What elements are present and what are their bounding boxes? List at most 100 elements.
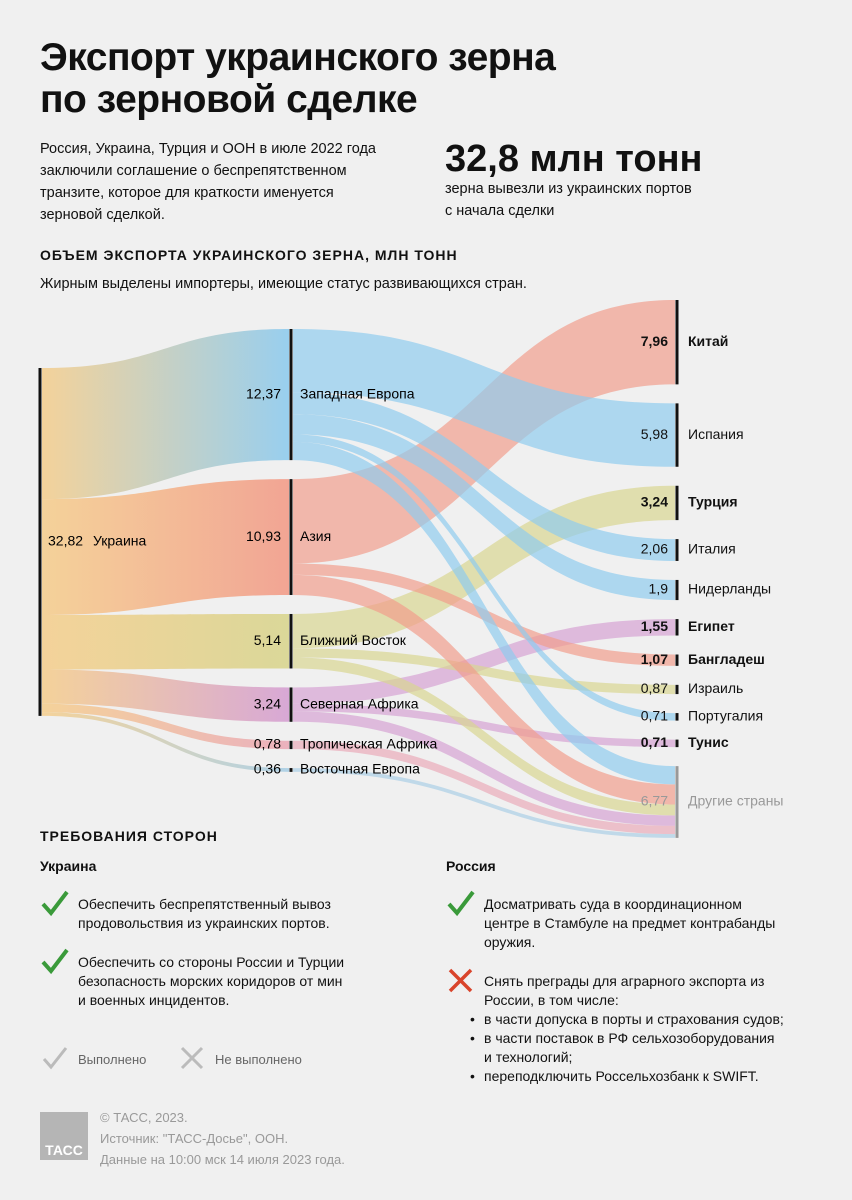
bullet: • (470, 1030, 475, 1046)
link (293, 392, 675, 561)
destination-bar (675, 619, 679, 636)
destination-name: Турция (688, 494, 738, 510)
source-bar (38, 368, 42, 716)
region-bar (289, 740, 293, 750)
destination-bar (675, 654, 679, 666)
party-heading: Украина (40, 858, 97, 874)
done-icon (41, 890, 69, 917)
requirement-text: России, в том числе: (484, 992, 619, 1008)
link (293, 434, 675, 721)
source-flow (42, 712, 289, 772)
sankey-chart: 32,82 Украина 12,37 Западная Европа 10,93 Ази… (38, 300, 784, 838)
link (293, 329, 675, 467)
requirement-text: центре в Стамбуле на предмет контрабанды (484, 915, 776, 931)
legend-not-done-icon (180, 1046, 204, 1070)
destination-value: 5,98 (641, 426, 668, 442)
region-name: Ближний Восток (300, 632, 407, 648)
destination-name: Португалия (688, 708, 763, 724)
requirement-text: Обеспечить со стороны России и Турции (78, 954, 345, 970)
region-name: Азия (300, 528, 331, 544)
bullet: • (470, 1011, 475, 1027)
destination-name: Испания (688, 426, 744, 442)
intro: транзите, которое для краткости именуетс… (40, 185, 334, 201)
requirement-text: безопасность морских коридоров от мин (78, 973, 343, 989)
destination-value: 3,24 (641, 494, 668, 510)
region-bar (289, 329, 293, 461)
intro: зерновой сделкой. (40, 207, 165, 223)
region-bar (289, 687, 293, 722)
destination-name: Китай (688, 333, 728, 349)
destination-name: Италия (688, 541, 736, 557)
source-flow (42, 669, 289, 722)
region-value: 5,14 (254, 632, 281, 648)
source-flow (42, 703, 289, 750)
chart-title: ОБЪЕМ ЭКСПОРТА УКРАИНСКОГО ЗЕРНА, МЛН ТО… (40, 247, 458, 263)
destination-value: 7,96 (641, 333, 668, 349)
destination-bar (675, 539, 679, 561)
bullet-text: в части поставок в РФ сельхозоборудовани… (484, 1030, 775, 1046)
region-bar (289, 613, 293, 669)
destination-value: 0,71 (641, 708, 668, 724)
region-name: Восточная Европа (300, 761, 420, 777)
requirement-text: Досматривать суда в координационном (484, 896, 742, 912)
destination-name: Израиль (688, 680, 743, 696)
bullet-text: и технологий; (484, 1049, 573, 1065)
link (293, 648, 675, 695)
destination-value: 6,77 (641, 793, 668, 809)
logo: ТАСС (40, 1112, 88, 1160)
region-value: 10,93 (246, 528, 281, 544)
destination-value: 1,07 (641, 651, 668, 667)
big-number-caption: с начала сделки (445, 203, 555, 219)
source-flow (42, 329, 289, 500)
destination-name: Нидерланды (688, 581, 771, 597)
legend-done-icon (42, 1047, 68, 1070)
region-value: 12,37 (246, 385, 281, 401)
link (293, 441, 675, 785)
footer-line: Источник: "ТАСС-Досье", ООН. (100, 1131, 289, 1146)
source-flow (42, 479, 289, 615)
region-value: 3,24 (254, 695, 281, 711)
bullet: • (470, 1068, 475, 1084)
destination-bar (675, 403, 679, 467)
source-flow (42, 613, 289, 670)
footer-line: Данные на 10:00 мск 14 июля 2023 года. (100, 1152, 345, 1167)
link (293, 768, 675, 838)
intro: Россия, Украина, Турция и ООН в июле 202… (40, 141, 376, 157)
requirement-text: и военных инцидентов. (78, 992, 230, 1008)
requirement-text: Обеспечить беспрепятственный вывоз (78, 896, 331, 912)
done-icon (41, 948, 69, 975)
requirement-text: оружия. (484, 934, 536, 950)
region-name: Западная Европа (300, 385, 415, 401)
destination-value: 0,71 (641, 734, 668, 750)
region-name: Тропическая Африка (300, 736, 438, 752)
requirement-text: Снять преграды для аграрного экспорта из (484, 973, 765, 989)
link (293, 657, 675, 816)
destination-bar (675, 579, 679, 601)
destination-name: Другие страны (688, 793, 784, 809)
destination-bar (675, 300, 679, 385)
section-title: ТРЕБОВАНИЯ СТОРОН (40, 828, 218, 844)
region-value: 0,78 (254, 736, 281, 752)
title: Экспорт украинского зерна (40, 36, 556, 79)
not-done-icon (448, 968, 473, 993)
big-number: 32,8 млн тонн (445, 138, 703, 180)
big-number-caption: зерна вывезли из украинских портов (445, 181, 692, 197)
link (293, 740, 675, 835)
region-bar (289, 768, 293, 772)
region-name: Северная Африка (300, 695, 419, 711)
legend-not-done: Не выполнено (215, 1052, 302, 1067)
link (293, 414, 675, 601)
destination-name: Бангладеш (688, 651, 765, 667)
party-heading: Россия (446, 858, 496, 874)
source-value: 32,82 (48, 533, 83, 549)
destination-bar (675, 713, 679, 721)
destination-value: 1,55 (641, 618, 668, 634)
destination-name: Тунис (688, 734, 729, 750)
link (293, 574, 675, 805)
chart-subtitle: Жирным выделены импортеры, имеющие стату… (40, 276, 527, 292)
bullet-text: в части допуска в порты и страхования су… (484, 1011, 784, 1027)
destination-value: 0,87 (641, 680, 668, 696)
destination-name: Египет (688, 618, 735, 634)
destination-value: 1,9 (649, 581, 669, 597)
